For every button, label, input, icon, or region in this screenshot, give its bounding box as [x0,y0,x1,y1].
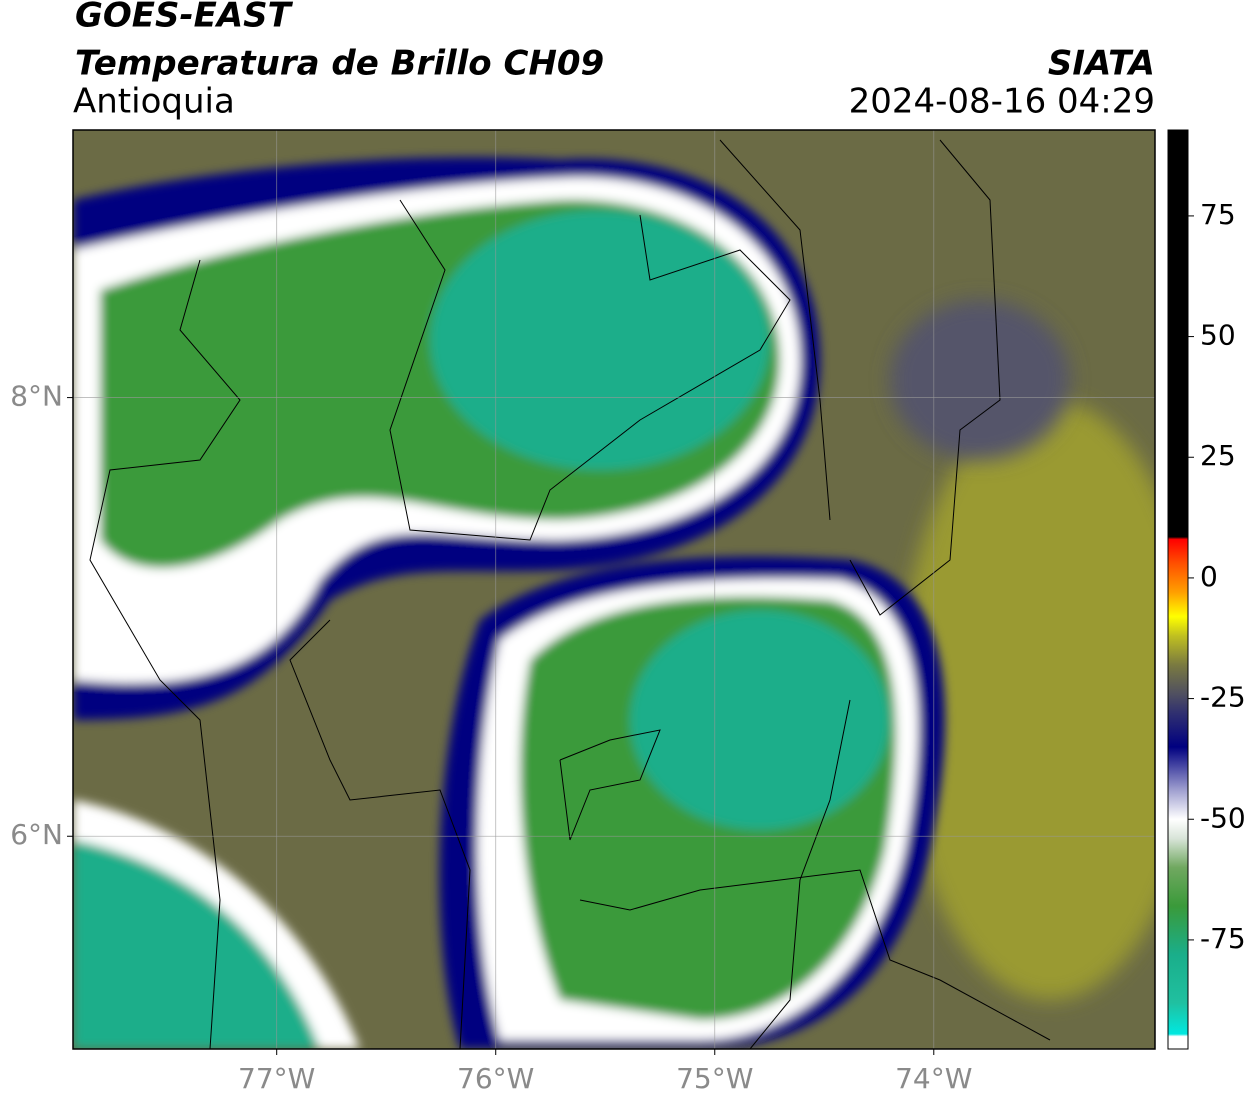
warm-area [900,400,1155,1000]
cloud-top [630,610,890,830]
colorbar [1167,129,1189,1050]
cloud-top [73,840,320,1049]
cloud-systems [73,157,945,1049]
title: GOES-EAST [75,0,294,36]
region: Antioquia [73,82,235,122]
border-line [389,199,791,541]
border-line [849,139,1001,616]
x-tick-label: 76°W [457,1062,534,1095]
border-line [749,699,851,1049]
y-tick-label: 6°N [10,818,63,851]
border-line [89,259,241,1049]
colorbar-tick-label: 0 [1200,560,1218,593]
colorbar-tick-label: -25 [1200,681,1246,714]
x-tick-label: 74°W [895,1062,972,1095]
border-line [719,139,831,521]
colorbar-tick-label: 75 [1200,198,1236,231]
colorbar-tick-label: 50 [1200,319,1236,352]
border-line [289,619,471,1049]
y-tick-label: 8°N [10,380,63,413]
x-tick-label: 75°W [676,1062,753,1095]
cloud-top [430,210,770,470]
border-line [559,729,661,841]
satellite-image [73,130,1155,1049]
border-line [579,869,1051,1041]
graticule [73,130,1155,1049]
colorbar-tick-label: -50 [1200,801,1246,834]
map-frame [72,129,1156,1050]
x-tick-label: 77°W [238,1062,315,1095]
source: SIATA [1048,44,1155,84]
subtitle: Temperatura de Brillo CH09 [75,44,604,84]
cool-patch [890,300,1070,460]
colorbar-tick-label: 25 [1200,439,1236,472]
timestamp: 2024-08-16 04:29 [849,82,1155,122]
boundaries [89,139,1051,1049]
colorbar-tick-label: -75 [1200,922,1246,955]
